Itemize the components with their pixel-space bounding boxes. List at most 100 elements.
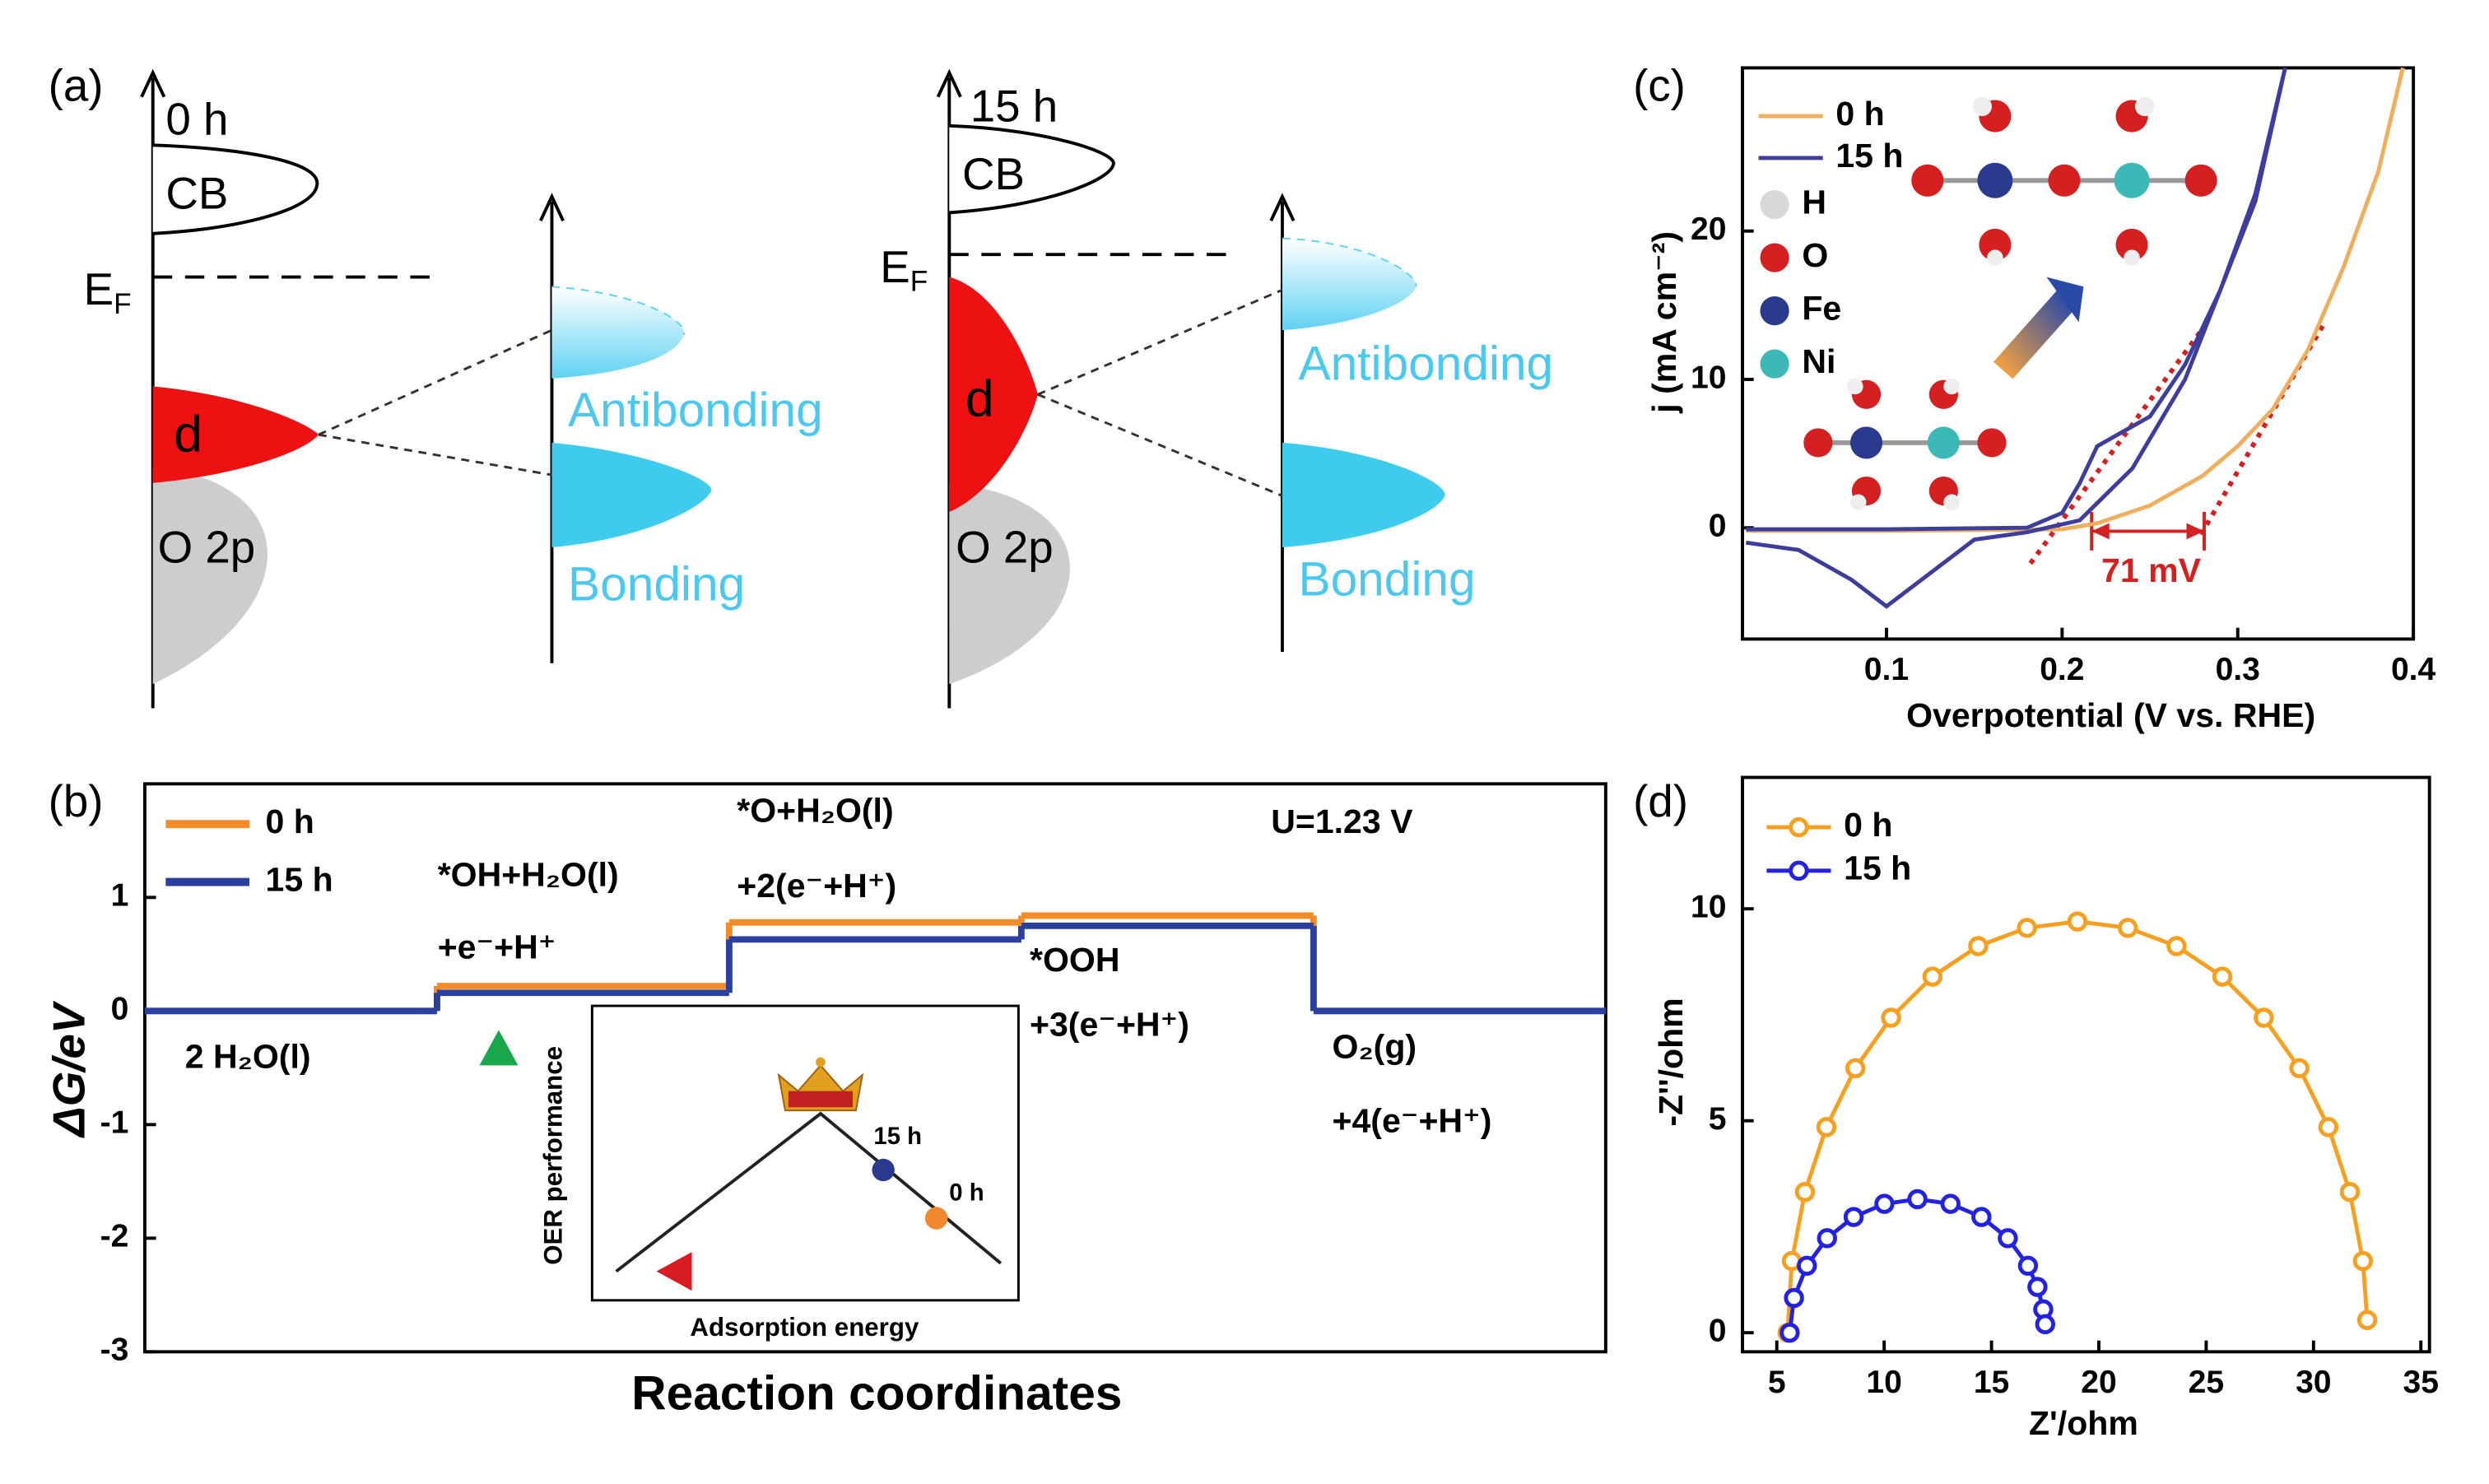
legend-marker	[1789, 816, 1809, 838]
state-sublabel: +3(e⁻+H⁺)	[1030, 1005, 1189, 1043]
bonding-label: Bonding	[1298, 552, 1475, 606]
ef-label: EF	[880, 241, 928, 297]
atom-label: Ni	[1802, 342, 1835, 380]
data-point	[1843, 1207, 1864, 1227]
transition-arrow	[1993, 289, 2077, 379]
x-axis-label: Overpotential (V vs. RHE)	[1906, 696, 2315, 734]
bonding-label: Bonding	[568, 557, 745, 611]
data-point	[1797, 1255, 1817, 1277]
panel-c-decor	[1803, 96, 2328, 565]
x-tick-label: 10	[1866, 1365, 1901, 1400]
bonding-band	[1282, 442, 1445, 547]
time-label: 15 h	[970, 81, 1058, 132]
series-line	[1787, 1197, 2048, 1333]
molecule-large	[1911, 96, 2217, 266]
o2p-label: O 2p	[158, 521, 256, 572]
atom-label: Fe	[1802, 289, 1841, 327]
series-line	[1745, 67, 2287, 609]
state-sublabel: +2(e⁻+H⁺)	[737, 867, 896, 905]
annotation: U=1.23 V	[1271, 802, 1413, 840]
molecule-small	[1803, 378, 2007, 511]
plot-frame	[1741, 66, 2416, 641]
x-tick-label: 0.3	[2216, 652, 2260, 687]
o2p-band	[949, 482, 1070, 685]
antibonding-edge	[1282, 237, 1417, 287]
inset-label: OER performance	[539, 1046, 568, 1265]
data-point	[1794, 1181, 1816, 1203]
antibonding-edge	[551, 286, 686, 336]
y-tick-label: 5	[1709, 1101, 1727, 1137]
x-tick-label: 20	[2081, 1365, 2116, 1400]
y-tick-label: 0	[1709, 1314, 1727, 1349]
y-tick-label: 20	[1691, 212, 1726, 247]
plot-frame	[1741, 775, 2431, 1354]
y-tick-label: 10	[1691, 889, 1726, 924]
series-line	[1785, 919, 2370, 1333]
plot-frame	[142, 782, 1607, 1354]
y-axis-label: ΔG/eV	[43, 1000, 94, 1138]
state-label: *OH+H₂O(l)	[438, 856, 619, 894]
data-point	[1784, 1287, 1804, 1309]
inset-frame	[590, 1004, 1020, 1302]
transition-arrowhead	[2046, 277, 2084, 323]
ef-sub: F	[910, 266, 928, 298]
state-sublabel: +4(e⁻+H⁺)	[1333, 1102, 1492, 1140]
d-band	[152, 386, 319, 483]
legend-label: 15 h	[266, 860, 333, 898]
x-tick-label: 5	[1768, 1365, 1786, 1400]
x-tick-label: 0.4	[2391, 652, 2436, 687]
d-label: d	[965, 370, 994, 428]
y-tick-label: -1	[100, 1105, 129, 1141]
y-tick-label: -2	[100, 1219, 129, 1254]
data-point	[2067, 911, 2088, 932]
x-tick-label: 30	[2296, 1365, 2331, 1400]
data-point	[1971, 1207, 1992, 1227]
data-point	[1922, 966, 1943, 987]
state-sublabel: +e⁻+H⁺	[438, 928, 556, 966]
legend-label: 0 h	[1844, 806, 1892, 844]
d-band	[949, 277, 1038, 512]
data-point	[2254, 1007, 2274, 1028]
cb-band	[152, 143, 319, 235]
data-point	[2166, 936, 2187, 956]
data-point	[2339, 1181, 2361, 1203]
state-label: O₂(g)	[1333, 1028, 1417, 1066]
data-point	[2027, 1277, 2048, 1297]
marker-0h	[924, 1207, 948, 1230]
data-point	[2117, 918, 2138, 938]
o2p-label: O 2p	[956, 521, 1054, 572]
data-point	[2352, 1250, 2374, 1272]
data-point	[2289, 1058, 2310, 1079]
inset-label: Adsorption energy	[690, 1313, 919, 1342]
x-axis-label: Reaction coordinates	[631, 1367, 1122, 1421]
data-point	[1816, 1117, 1837, 1137]
data-point	[2318, 1117, 2339, 1137]
atom-swatch	[1760, 296, 1789, 326]
cb-label: CB	[165, 167, 228, 218]
antibonding-band	[551, 286, 685, 379]
atom-label: H	[1802, 183, 1826, 221]
data-point	[1845, 1058, 1866, 1079]
ef-sub: F	[114, 288, 132, 320]
y-tick-label: 1	[111, 878, 129, 914]
panel-label: (c)	[1633, 59, 1686, 110]
orbital-link	[1037, 288, 1283, 497]
atom-swatch	[1760, 243, 1789, 272]
data-point	[1780, 1322, 1800, 1343]
y-axis-label: -Z''/ohm	[1652, 998, 1690, 1126]
charts: (b) Reaction coordinates ΔG/eV -3 -2 -1 0 1 0 h 1…	[43, 59, 2439, 1442]
data-point	[1940, 1193, 1961, 1214]
annotation: 71 mV	[2101, 551, 2202, 589]
legend-label: 15 h	[1844, 849, 1911, 887]
atom-swatch	[1760, 349, 1789, 379]
data-point	[1874, 1193, 1895, 1214]
legend-label: 0 h	[266, 802, 314, 840]
x-axis-label: Z'/ohm	[2029, 1404, 2138, 1442]
panel-b-inset	[479, 1004, 1020, 1302]
state-label: *OOH	[1030, 941, 1119, 979]
ef-main: E	[84, 264, 114, 315]
legend-label: 0 h	[1835, 95, 1884, 133]
legend-marker	[1789, 860, 1809, 882]
x-tick-label: 25	[2189, 1365, 2224, 1400]
o2p-band	[152, 467, 268, 685]
